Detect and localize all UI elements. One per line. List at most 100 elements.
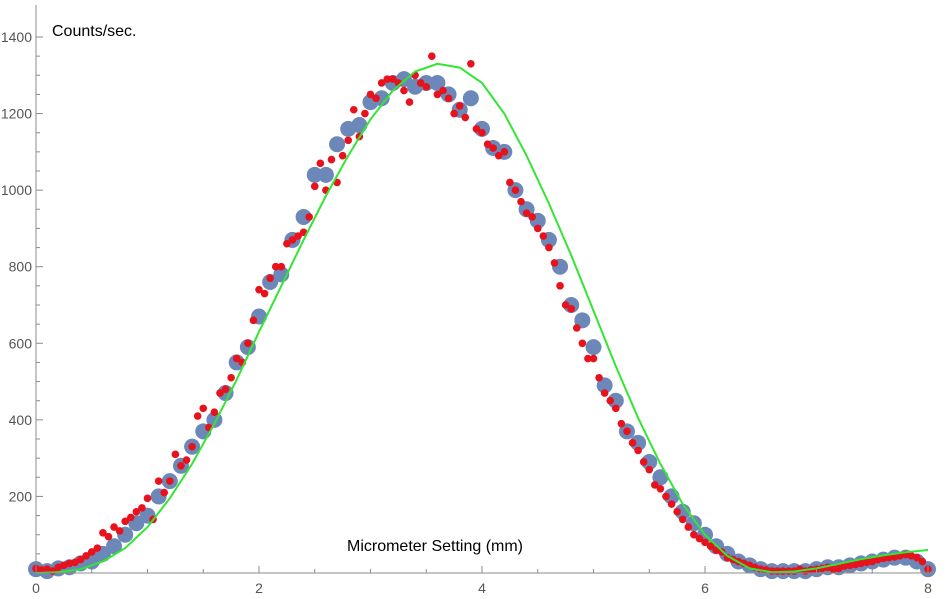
small-data-point (244, 339, 252, 348)
small-data-point (862, 558, 871, 567)
small-data-point (656, 484, 665, 493)
small-data-point (182, 456, 191, 464)
large-data-point (674, 503, 691, 520)
large-data-point (373, 90, 390, 107)
small-data-point (533, 224, 542, 233)
small-data-point (639, 458, 648, 466)
small-data-point (494, 151, 503, 160)
fit-curve (35, 62, 929, 574)
y-tick-label: 800 (9, 259, 33, 275)
large-data-point (518, 201, 535, 218)
large-data-point (351, 117, 368, 134)
small-data-point (489, 144, 497, 152)
large-data-point (317, 166, 334, 183)
small-data-point (690, 530, 698, 539)
large-data-point (462, 90, 479, 107)
small-data-point (87, 548, 96, 556)
small-data-point (115, 527, 124, 535)
small-data-point (99, 529, 107, 537)
small-data-point (556, 282, 564, 290)
large-data-point (652, 469, 669, 486)
small-data-point (645, 465, 654, 474)
small-data-point (528, 213, 536, 221)
small-data-point (561, 301, 570, 309)
small-data-point (349, 105, 358, 114)
small-data-point (678, 515, 687, 524)
small-data-point (249, 316, 258, 325)
x-tick-label: 4 (478, 580, 486, 596)
small-data-point (171, 450, 180, 459)
large-data-point (607, 392, 624, 409)
small-data-point (595, 373, 603, 382)
y-tick-label: 1400 (1, 29, 32, 45)
small-data-point (701, 538, 709, 547)
small-data-point (104, 532, 113, 541)
large-data-point (295, 208, 312, 225)
small-data-point (344, 136, 353, 145)
small-data-point (422, 82, 431, 91)
x-tick-label: 0 (32, 580, 40, 596)
small-data-point (277, 262, 286, 271)
small-data-point (82, 551, 90, 560)
small-data-point (138, 504, 146, 512)
y-axis-label: Counts/sec. (52, 23, 136, 40)
small-data-point (651, 481, 659, 489)
small-data-point (695, 534, 704, 543)
small-data-point (232, 354, 241, 363)
small-data-point (567, 305, 575, 313)
small-data-point (913, 553, 921, 562)
small-data-point (210, 408, 219, 417)
small-data-point (550, 259, 559, 267)
small-data-point (600, 389, 609, 397)
small-data-point (177, 462, 185, 470)
small-data-point (628, 439, 637, 447)
large-data-point (106, 538, 123, 555)
small-data-point (154, 477, 163, 485)
small-data-point (483, 140, 492, 148)
small-data-point (221, 385, 230, 394)
y-tick-label: 600 (9, 335, 33, 351)
y-tick-label: 200 (9, 488, 33, 504)
small-data-point (216, 389, 224, 397)
small-data-point (684, 523, 693, 531)
small-data-point (227, 373, 235, 382)
small-data-point (667, 500, 676, 508)
small-data-point (143, 494, 152, 503)
small-data-point (500, 148, 509, 156)
small-data-point (199, 404, 208, 413)
large-data-point (596, 377, 613, 394)
large-data-point (262, 274, 279, 291)
x-tick-label: 8 (924, 580, 932, 596)
large-data-point (474, 120, 490, 137)
large-data-point (630, 434, 647, 451)
small-data-point (428, 52, 436, 60)
small-data-point (517, 197, 525, 206)
small-data-point (126, 513, 135, 522)
small-data-point (455, 102, 464, 110)
small-data-point (829, 565, 838, 573)
large-data-point (306, 166, 323, 183)
small-data-point (400, 86, 408, 95)
x-tick-label: 2 (255, 580, 263, 596)
small-data-point (572, 324, 581, 332)
small-data-point (283, 239, 291, 248)
small-data-point (266, 274, 274, 283)
small-data-point (634, 446, 642, 455)
small-data-point (662, 492, 670, 501)
small-data-point (361, 109, 369, 118)
small-data-point (439, 86, 447, 95)
small-data-point (444, 94, 453, 103)
small-data-point (545, 243, 553, 252)
x-axis-label: Micrometer Setting (mm) (347, 538, 523, 555)
small-data-point (389, 75, 397, 83)
small-data-point (467, 60, 475, 68)
large-data-point (239, 339, 256, 356)
large-data-point (228, 354, 245, 371)
small-data-point (377, 79, 386, 87)
small-data-point (617, 419, 626, 428)
large-data-point (329, 136, 346, 153)
large-points-layer (28, 71, 936, 580)
small-data-point (160, 488, 169, 497)
y-tick-label: 400 (9, 412, 33, 428)
